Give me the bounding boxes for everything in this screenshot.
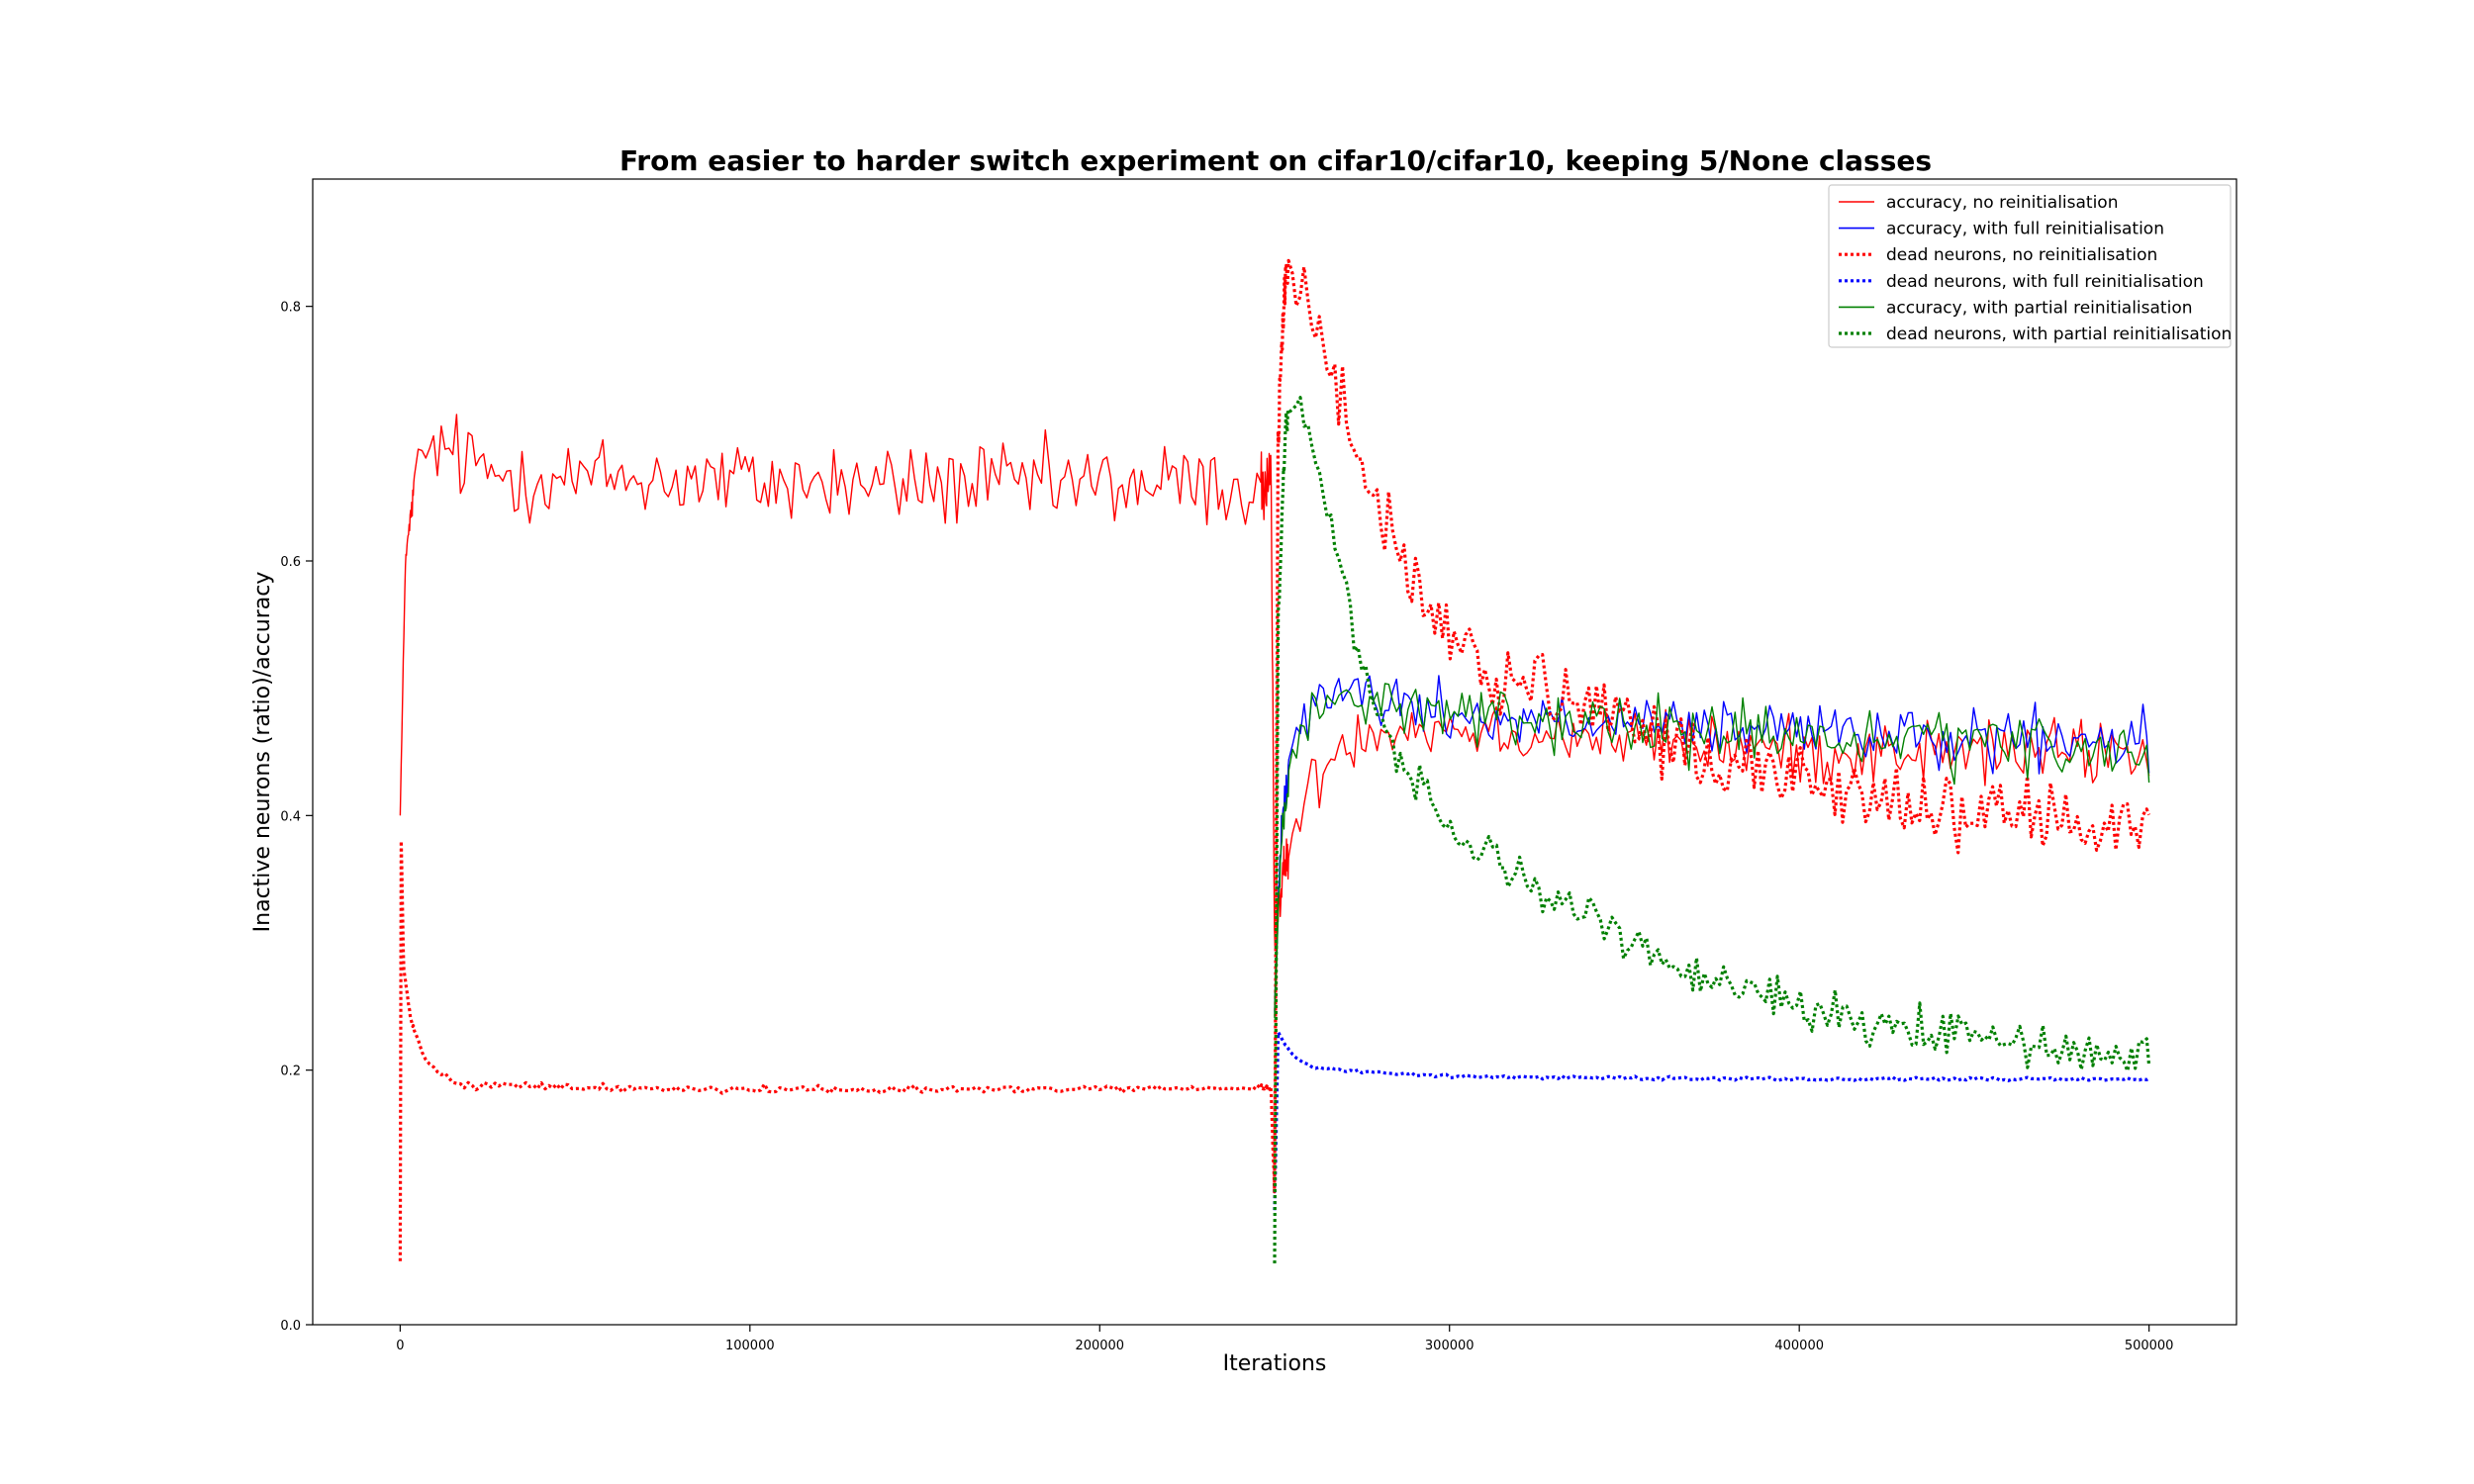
legend-entry: dead neurons, with full reinitialisation xyxy=(1886,272,2204,292)
y-tick-label: 0.4 xyxy=(280,809,301,824)
y-tick-label: 0.6 xyxy=(280,555,301,570)
legend-entry: dead neurons, with partial reinitialisat… xyxy=(1886,325,2232,344)
series-line-5 xyxy=(1273,396,2151,1264)
series-layer xyxy=(398,258,2151,1264)
series-line-3 xyxy=(1273,1030,2150,1211)
plot-frame xyxy=(312,178,2237,1326)
y-tick-label: 0.0 xyxy=(280,1319,301,1334)
series-line-2 xyxy=(398,258,2151,1261)
legend-entry: accuracy, no reinitialisation xyxy=(1886,193,2118,213)
x-tick-label: 500000 xyxy=(2125,1339,2174,1353)
legend-box xyxy=(1828,184,2232,348)
y-axis: 0.0 0.2 0.4 0.6 0.8 xyxy=(280,301,313,1334)
x-tick-label: 0 xyxy=(396,1339,404,1353)
legend-entry: accuracy, with partial reinitialisation xyxy=(1886,298,2193,318)
x-axis: 0 100000 200000 300000 400000 500000 xyxy=(396,1325,2173,1353)
series-line-1 xyxy=(1274,675,2150,1013)
legend-entry: dead neurons, no reinitialisation xyxy=(1886,245,2157,265)
y-tick-label: 0.8 xyxy=(280,301,301,316)
x-tick-label: 300000 xyxy=(1425,1339,1475,1353)
series-line-0 xyxy=(399,414,2150,951)
x-tick-label: 400000 xyxy=(1774,1339,1824,1353)
series-line-4 xyxy=(1274,683,2150,1019)
x-tick-label: 200000 xyxy=(1075,1339,1124,1353)
legend-entry: accuracy, with full reinitialisation xyxy=(1886,220,2164,239)
y-axis-label: Inactive neurons (ratio)/accuracy xyxy=(250,572,275,933)
x-axis-label: Iterations xyxy=(1223,1351,1327,1376)
x-tick-label: 100000 xyxy=(725,1339,775,1353)
chart-title: From easier to harder switch experiment … xyxy=(619,144,1932,177)
y-tick-label: 0.2 xyxy=(280,1065,301,1079)
legend: accuracy, no reinitialisation accuracy, w… xyxy=(1828,184,2232,348)
